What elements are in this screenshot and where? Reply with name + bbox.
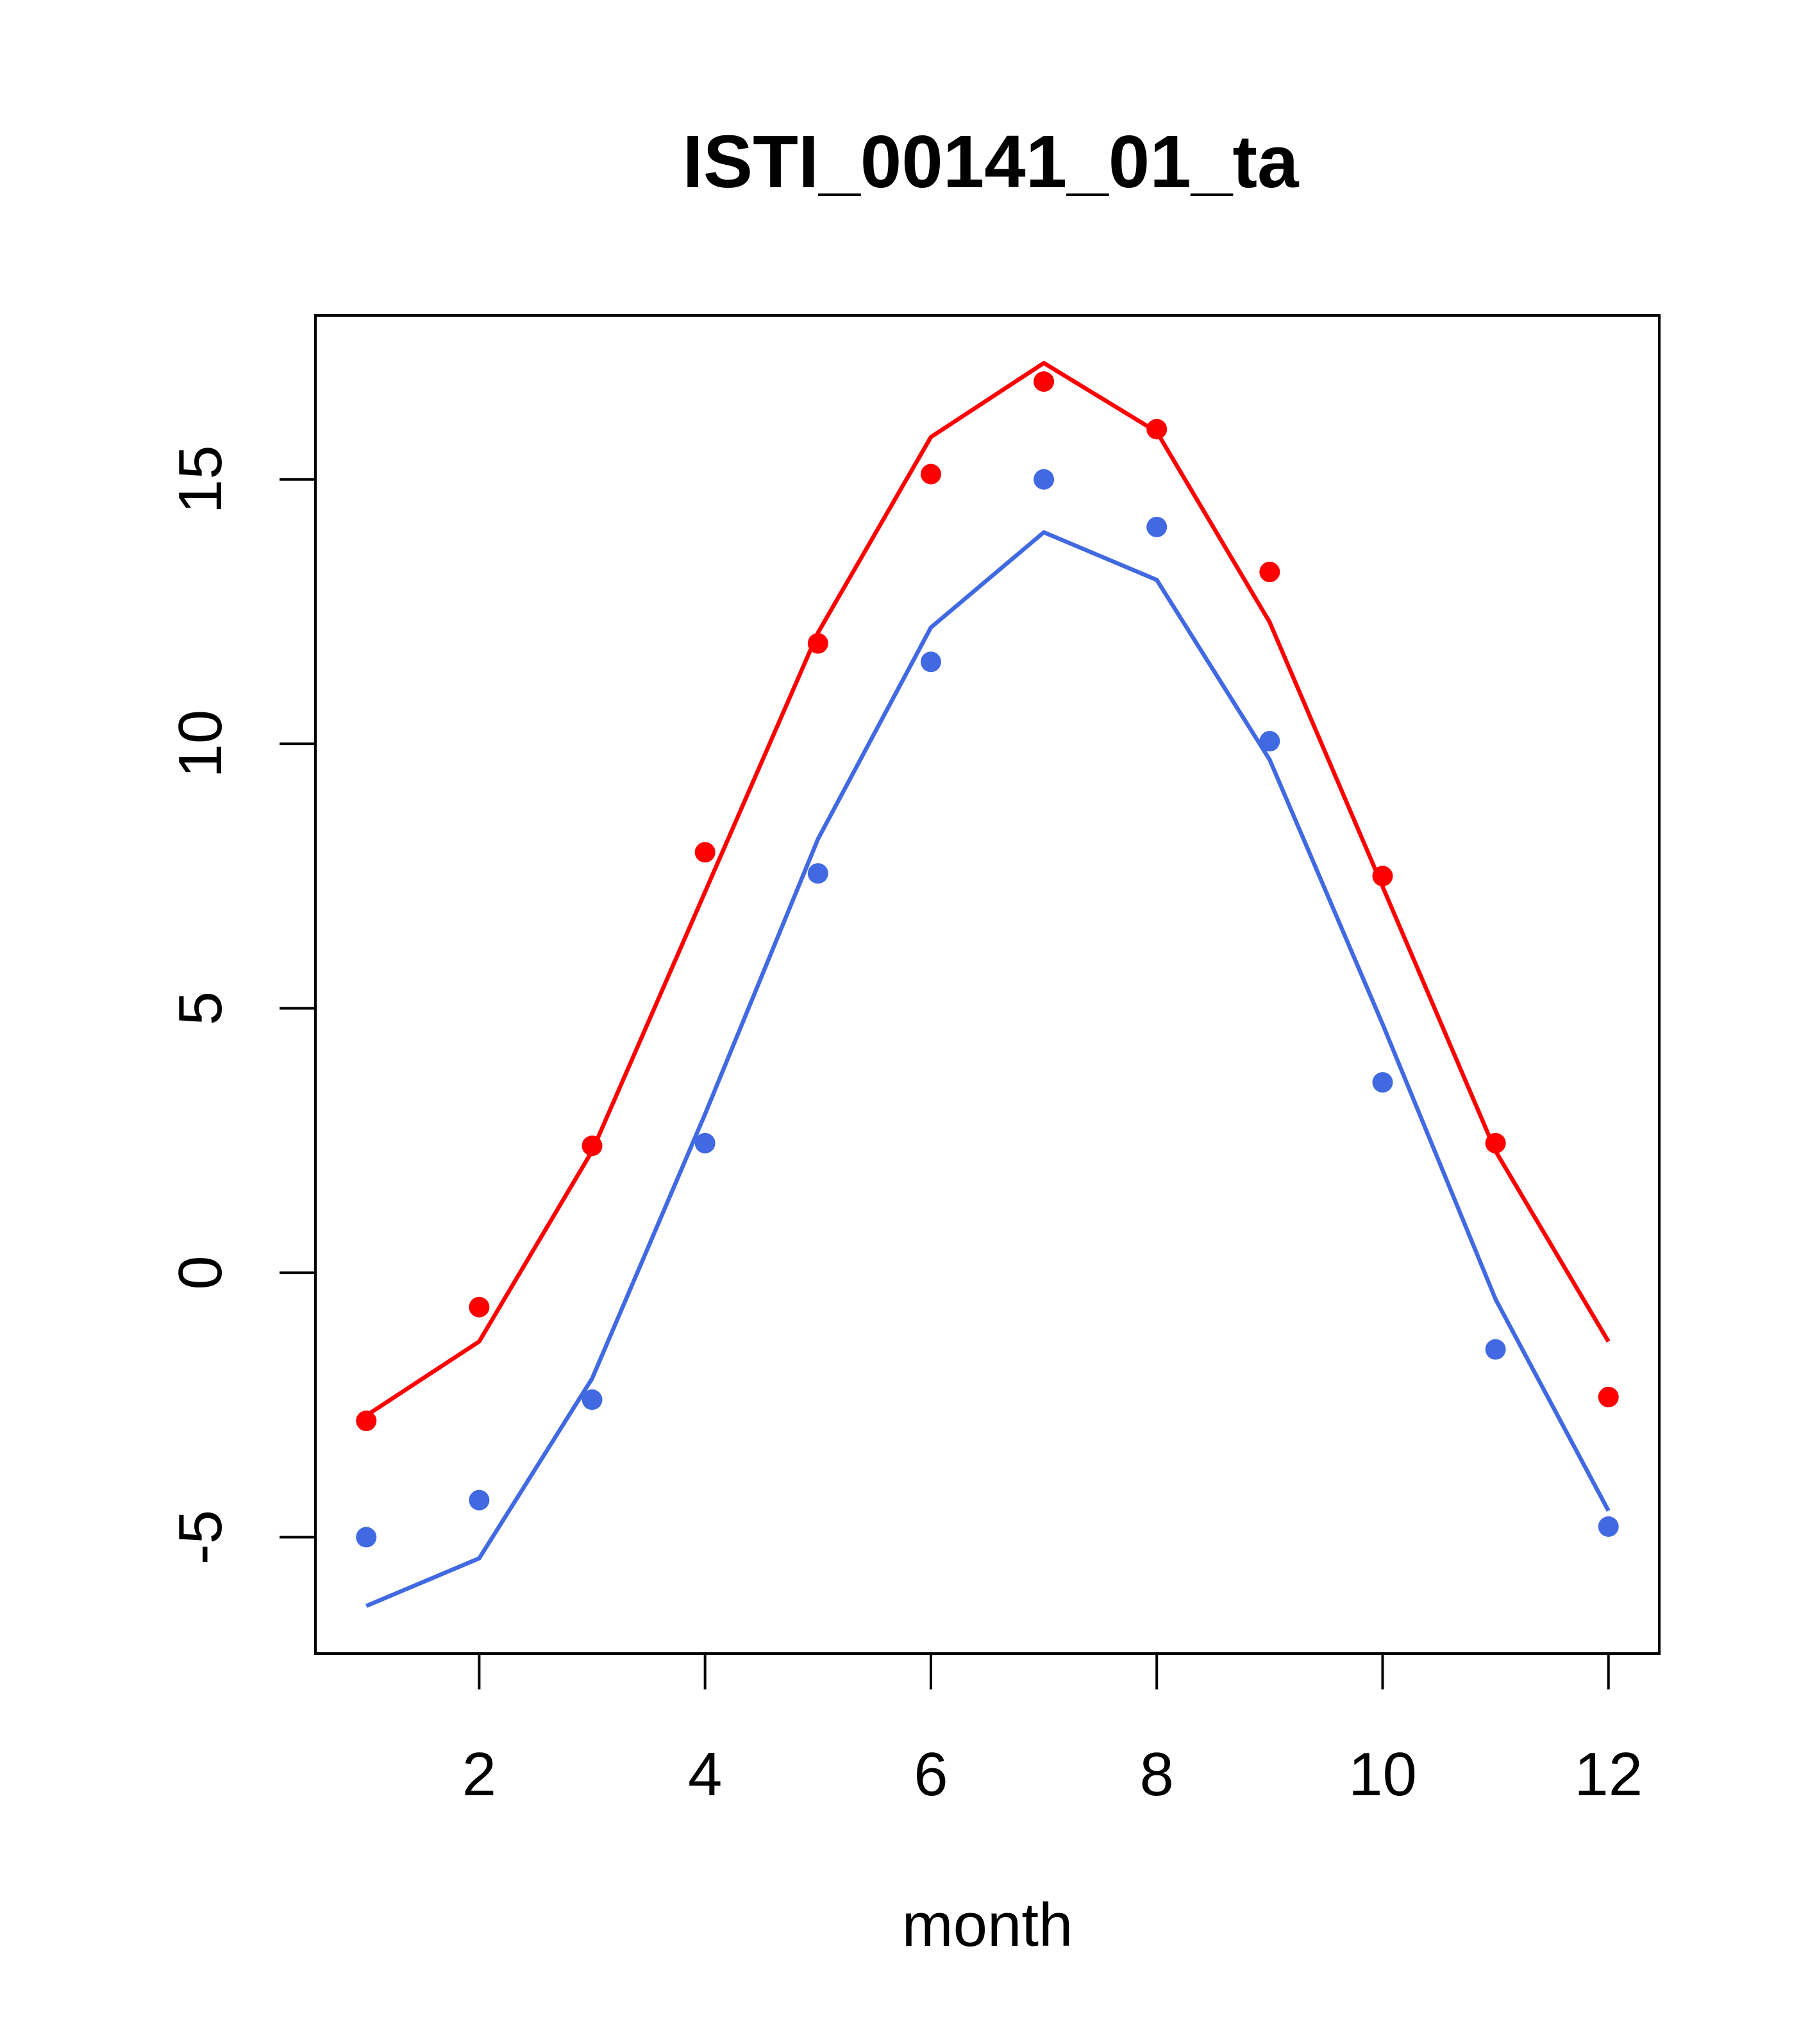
x-tick-label: 4 bbox=[688, 1740, 722, 1809]
series-2-point bbox=[1372, 1072, 1393, 1093]
y-tick-label: 0 bbox=[166, 1255, 235, 1289]
series-1-point bbox=[356, 1411, 377, 1432]
series-2-point bbox=[694, 1132, 716, 1153]
series-2-point bbox=[807, 863, 828, 884]
series-1-point bbox=[1372, 866, 1393, 887]
series-1-point bbox=[920, 464, 941, 485]
y-tick-label: 15 bbox=[166, 445, 235, 514]
series-2-point bbox=[582, 1389, 603, 1411]
x-tick-label: 10 bbox=[1348, 1740, 1417, 1809]
series-1-point bbox=[1146, 419, 1168, 440]
plot-area bbox=[356, 360, 1619, 1608]
chart-title: ISTI_00141_01_ta bbox=[683, 120, 1300, 203]
series-1-point bbox=[1034, 371, 1055, 392]
series-1-point bbox=[807, 633, 828, 654]
series-2-point bbox=[1259, 731, 1280, 752]
series-1-point bbox=[469, 1296, 490, 1318]
x-axis-label: month bbox=[902, 1891, 1073, 1959]
series-2-point bbox=[920, 651, 941, 673]
series-2-point bbox=[1598, 1516, 1619, 1537]
x-tick-label: 6 bbox=[914, 1740, 948, 1809]
series-1-point bbox=[694, 842, 716, 863]
x-tick-label: 12 bbox=[1574, 1740, 1643, 1809]
series-2-line bbox=[365, 530, 1611, 1608]
y-tick-label: 5 bbox=[166, 991, 235, 1025]
series-1-point bbox=[1259, 562, 1280, 583]
series-1-point bbox=[1485, 1132, 1506, 1153]
series-1-line bbox=[365, 360, 1611, 1418]
y-axis: -5 0 5 10 15 bbox=[166, 445, 317, 1564]
x-axis: 2 4 6 8 10 12 bbox=[462, 1652, 1643, 1809]
x-tick-label: 2 bbox=[462, 1740, 496, 1809]
series-1-point bbox=[582, 1135, 603, 1157]
series-2-point bbox=[1485, 1339, 1506, 1360]
x-tick-label: 8 bbox=[1140, 1740, 1174, 1809]
series-1-point bbox=[1598, 1386, 1619, 1407]
y-tick-label: 10 bbox=[166, 710, 235, 778]
series-2-point bbox=[1034, 469, 1055, 490]
series-2-point bbox=[356, 1527, 377, 1548]
y-tick-label: -5 bbox=[166, 1510, 235, 1564]
series-2-point bbox=[469, 1489, 490, 1511]
series-2-point bbox=[1146, 516, 1168, 537]
plot-box bbox=[314, 314, 1661, 1655]
